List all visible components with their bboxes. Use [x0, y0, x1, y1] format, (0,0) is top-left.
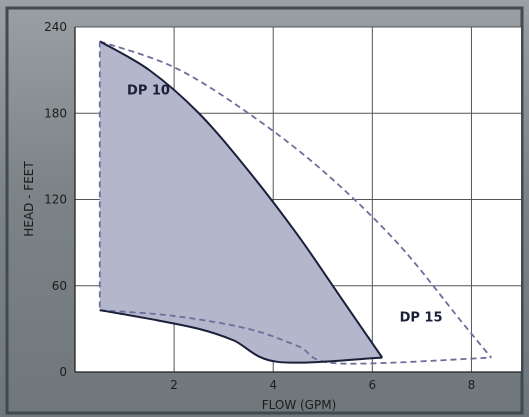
y-tick-label: 0	[59, 365, 67, 379]
y-tick-label: 180	[44, 106, 67, 120]
x-tick-label: 6	[369, 378, 377, 392]
series-label-dp15: DP 15	[400, 311, 443, 326]
x-axis-title: FLOW (GPM)	[262, 398, 337, 412]
x-tick-label: 4	[269, 378, 277, 392]
x-tick-label: 2	[170, 378, 178, 392]
y-axis-title: HEAD - FEET	[22, 161, 36, 237]
x-tick-label: 8	[468, 378, 476, 392]
y-tick-label: 240	[44, 20, 67, 34]
series-label-dp10: DP 10	[127, 84, 170, 99]
y-tick-label: 120	[44, 193, 67, 207]
y-tick-label: 60	[52, 279, 67, 293]
